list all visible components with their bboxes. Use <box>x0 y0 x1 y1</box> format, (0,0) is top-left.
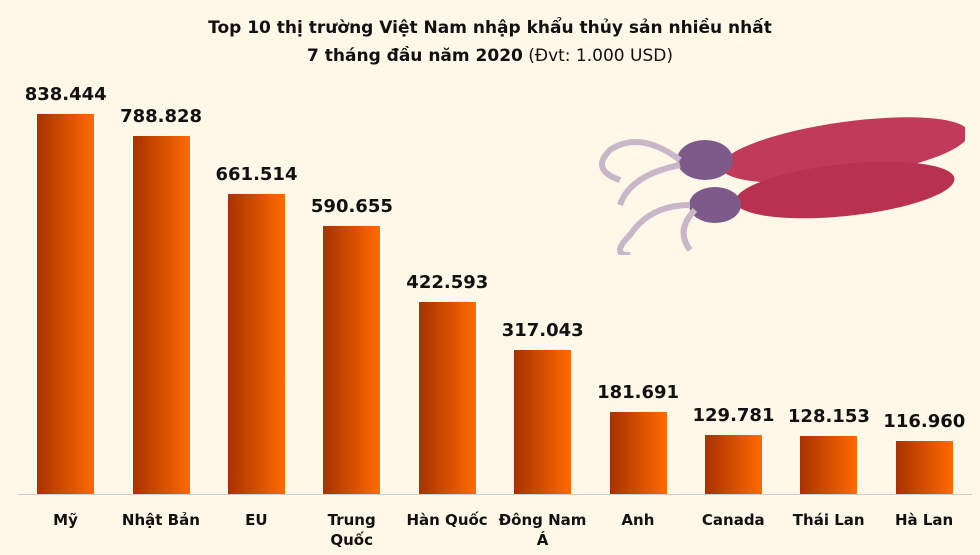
bar <box>323 226 381 494</box>
x-tick-label: Nhật Bản <box>121 511 200 529</box>
bar <box>895 440 953 494</box>
x-tick-label: Đông Nam Á <box>498 511 587 549</box>
x-tick-label: Canada <box>701 511 765 529</box>
value-label: 661.514 <box>215 164 298 186</box>
value-label: 181.691 <box>597 381 680 403</box>
unit-note: (Đvt: 1.000 USD) <box>528 46 673 66</box>
bar <box>228 194 285 494</box>
x-tick-label: EU <box>245 511 268 529</box>
x-axis <box>18 494 972 495</box>
squid-illustration <box>599 117 965 255</box>
chart-title: Top 10 thị trường Việt Nam nhập khẩu thủ… <box>208 18 772 38</box>
x-tick-label: Hàn Quốc <box>406 511 488 529</box>
value-label: 128.153 <box>787 405 870 427</box>
x-tick-label: Anh <box>621 511 655 529</box>
chart-subtitle: 7 tháng đầu năm 2020 <box>307 46 523 66</box>
value-label: 590.655 <box>310 196 393 218</box>
bar <box>705 435 762 494</box>
bar <box>132 136 190 494</box>
x-tick-label: Trung Quốc <box>327 511 376 549</box>
value-label: 317.043 <box>501 320 584 342</box>
value-label: 129.781 <box>692 405 775 427</box>
value-label: 422.593 <box>406 272 489 294</box>
value-label: 116.960 <box>883 410 966 432</box>
bar <box>514 350 572 494</box>
x-tick-label: Thái Lan <box>792 511 865 529</box>
bar <box>609 411 667 494</box>
bar <box>37 113 95 494</box>
x-tick-label: Mỹ <box>53 511 78 529</box>
chart-subtitle-line: 7 tháng đầu năm 2020 (Đvt: 1.000 USD) <box>0 46 980 66</box>
value-label: 788.828 <box>120 106 203 128</box>
bar <box>418 302 476 494</box>
bar <box>800 435 858 494</box>
value-label: 838.444 <box>24 83 107 105</box>
x-tick-label: Hà Lan <box>894 511 954 529</box>
